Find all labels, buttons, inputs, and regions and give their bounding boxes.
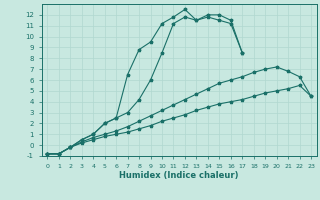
X-axis label: Humidex (Indice chaleur): Humidex (Indice chaleur) [119, 171, 239, 180]
